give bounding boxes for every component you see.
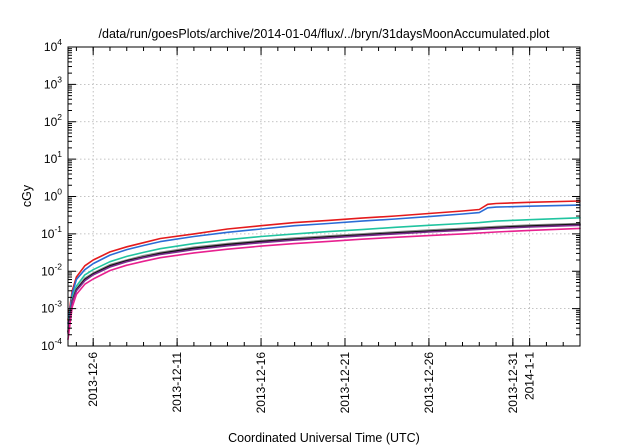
y-tick-label: 10-4 <box>41 336 62 353</box>
y-tick-label: 10-3 <box>41 299 62 316</box>
grid <box>68 47 580 346</box>
plot-frame <box>67 46 581 347</box>
x-tick-label: 2013-12-11 <box>170 352 184 413</box>
x-tick-label: 2014-1-1 <box>523 352 537 400</box>
x-tick-label: 2013-12-21 <box>338 352 352 414</box>
series-line-6 <box>67 224 581 335</box>
y-tick-label: 104 <box>44 37 62 54</box>
series-layer <box>67 200 581 341</box>
x-tick-label: 2013-12-26 <box>422 352 436 414</box>
y-tick-label: 100 <box>44 187 62 204</box>
x-tick-label: 2013-12-6 <box>86 352 100 407</box>
y-tick-label: 103 <box>44 74 62 91</box>
chart-title: /data/run/goesPlots/archive/2014-01-04/f… <box>99 27 550 41</box>
series-line-2 <box>67 204 581 325</box>
series-line-4 <box>67 222 581 332</box>
series-line-7 <box>67 227 581 341</box>
y-axis: 10-4 10-3 10-2 10-1 100 101 102 103 104 <box>41 37 580 353</box>
y-tick-label: 101 <box>44 149 62 166</box>
y-tick-label: 10-1 <box>41 224 62 241</box>
series-line-3 <box>67 217 581 330</box>
y-tick-label: 102 <box>44 112 62 129</box>
x-axis-label: Coordinated Universal Time (UTC) <box>228 431 420 445</box>
y-tick-label: 10-2 <box>41 261 62 278</box>
x-axis: 2013-12-6 2013-12-11 2013-12-16 2013-12-21 2… <box>75 47 581 414</box>
series-line-5 <box>67 223 581 333</box>
y-axis-label: cGy <box>20 184 34 207</box>
x-tick-label: 2013-12-16 <box>254 352 268 414</box>
x-tick-label: 2013-12-31 <box>506 352 520 414</box>
series-line-1 <box>67 200 581 321</box>
